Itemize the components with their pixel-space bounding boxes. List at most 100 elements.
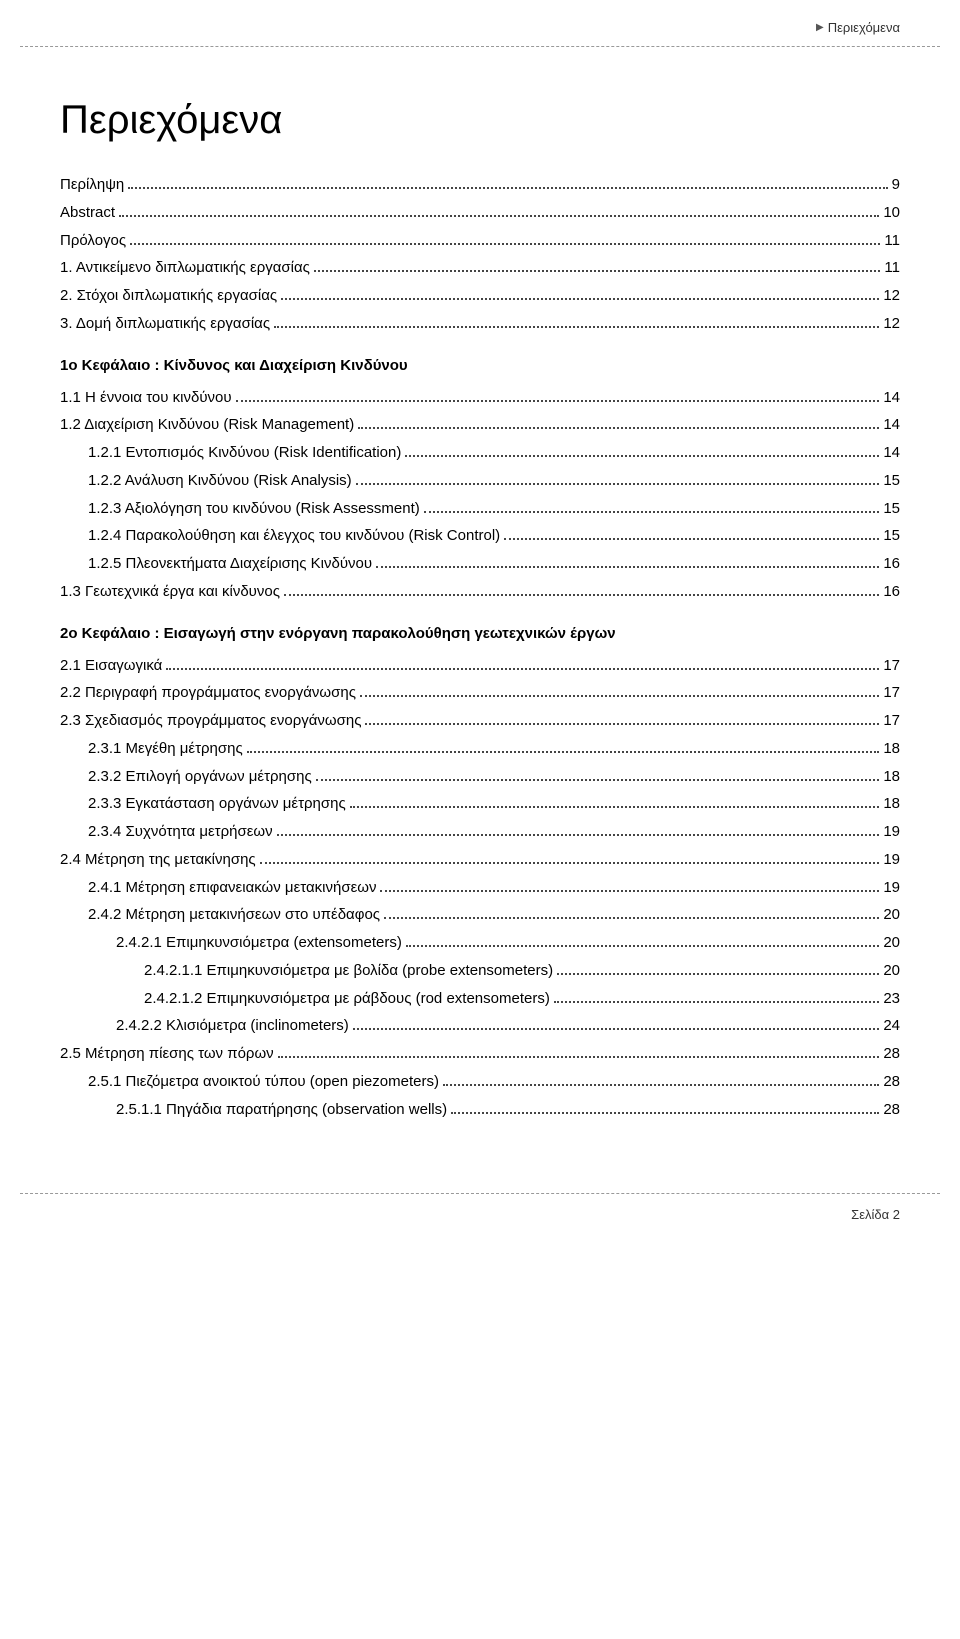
toc-entry: 2.4.1 Μέτρηση επιφανειακών μετακινήσεων 1…	[60, 874, 900, 902]
toc-entry-page: 28	[883, 1040, 900, 1068]
page-title: Περιεχόμενα	[60, 98, 900, 143]
toc-leader-dots	[130, 243, 880, 245]
chevron-right-icon: ▶	[816, 22, 824, 33]
toc-entry-label: 2.3 Σχεδιασμός προγράμματος ενοργάνωσης	[60, 707, 361, 735]
toc-entry-page: 15	[883, 495, 900, 523]
footer-page-number: Σελίδα 2	[851, 1207, 900, 1222]
toc-leader-dots	[314, 270, 881, 272]
toc-entry: 2.1 Εισαγωγικά17	[60, 652, 900, 680]
toc-entry-page: 11	[884, 227, 900, 255]
toc-entry-page: 18	[883, 790, 900, 818]
toc-entry: 1. Αντικείμενο διπλωματικής εργασίας 11	[60, 254, 900, 282]
toc-entry-page: 15	[883, 522, 900, 550]
toc-entry-label: 2.5.1 Πιεζόμετρα ανοικτού τύπου (open pi…	[88, 1068, 439, 1096]
toc-entry: 1.1 Η έννοια του κινδύνου14	[60, 384, 900, 412]
toc-leader-dots	[451, 1112, 879, 1114]
header-label: Περιεχόμενα	[828, 20, 900, 35]
toc-leader-dots	[356, 483, 880, 485]
toc-entry-page: 20	[883, 957, 900, 985]
toc-leader-dots	[128, 187, 887, 189]
toc-entry: 2.5.1 Πιεζόμετρα ανοικτού τύπου (open pi…	[60, 1068, 900, 1096]
page-header: ▶ Περιεχόμενα	[60, 20, 900, 70]
toc-leader-dots	[405, 455, 879, 457]
toc-entry-page: 19	[883, 874, 900, 902]
toc-entry-page: 14	[883, 411, 900, 439]
toc-entry: Abstract 10	[60, 199, 900, 227]
toc-entry: 2.4.2.1.2 Επιμηκυνσιόμετρα με ράβδους (r…	[60, 985, 900, 1013]
toc-entry-label: 1.2.2 Ανάλυση Κινδύνου (Risk Analysis)	[88, 467, 352, 495]
toc-leader-dots	[504, 538, 879, 540]
toc-entry: 1.2.5 Πλεονεκτήματα Διαχείρισης Κινδύνου…	[60, 550, 900, 578]
toc-leader-dots	[557, 973, 879, 975]
toc-entry-page: 28	[883, 1096, 900, 1124]
toc-entry: 2.4.2.1.1 Επιμηκυνσιόμετρα με βολίδα (pr…	[60, 957, 900, 985]
toc-entry-page: 19	[883, 846, 900, 874]
toc-leader-dots	[277, 834, 880, 836]
toc-entry-label: 2.4.2.2 Κλισιόμετρα (inclinometers)	[116, 1012, 349, 1040]
toc-leader-dots	[278, 1056, 880, 1058]
toc-entry: 2.4.2 Μέτρηση μετακινήσεων στο υπέδαφος2…	[60, 901, 900, 929]
toc-entry-label: 2. Στόχοι διπλωματικής εργασίας	[60, 282, 277, 310]
toc-entry: 1.2 Διαχείριση Κινδύνου (Risk Management…	[60, 411, 900, 439]
toc-entry-page: 17	[883, 679, 900, 707]
toc-entry-page: 20	[883, 929, 900, 957]
toc-entry: Περίληψη9	[60, 171, 900, 199]
toc-leader-dots	[281, 298, 879, 300]
page-footer: Σελίδα 2	[60, 1193, 900, 1233]
toc-entry-label: 2.5 Μέτρηση πίεσης των πόρων	[60, 1040, 274, 1068]
toc-entry-label: 1.2.4 Παρακολούθηση και έλεγχος του κινδ…	[88, 522, 500, 550]
toc-entry-label: 2.2 Περιγραφή προγράμματος ενοργάνωσης	[60, 679, 356, 707]
toc-entry: 1.2.4 Παρακολούθηση και έλεγχος του κινδ…	[60, 522, 900, 550]
toc-entry-label: 2.5.1.1 Πηγάδια παρατήρησης (observation…	[116, 1096, 447, 1124]
toc-entry-label: Abstract	[60, 199, 115, 227]
toc-leader-dots	[443, 1084, 879, 1086]
toc-leader-dots	[350, 806, 880, 808]
toc-entry-label: 2.4.2.1.1 Επιμηκυνσιόμετρα με βολίδα (pr…	[144, 957, 553, 985]
toc-entry-page: 19	[883, 818, 900, 846]
toc-entry-page: 14	[883, 439, 900, 467]
toc-entry-label: 2.3.1 Μεγέθη μέτρησης	[88, 735, 243, 763]
toc-entry: 3. Δομή διπλωματικής εργασίας12	[60, 310, 900, 338]
toc-entry-label: 2.4.2.1.2 Επιμηκυνσιόμετρα με ράβδους (r…	[144, 985, 550, 1013]
toc-entry: 2.5.1.1 Πηγάδια παρατήρησης (observation…	[60, 1096, 900, 1124]
table-of-contents: Περίληψη9Abstract10Πρόλογος111. Αντικείμ…	[60, 171, 900, 1123]
toc-entry: 2.2 Περιγραφή προγράμματος ενοργάνωσης 17	[60, 679, 900, 707]
toc-leader-dots	[274, 326, 879, 328]
toc-section-heading: 2ο Κεφάλαιο : Εισαγωγή στην ενόργανη παρ…	[60, 622, 900, 646]
toc-entry-label: 2.4 Μέτρηση της μετακίνησης	[60, 846, 256, 874]
footer-divider	[20, 1193, 940, 1194]
toc-leader-dots	[365, 723, 879, 725]
header-breadcrumb: ▶ Περιεχόμενα	[816, 20, 900, 35]
toc-entry-page: 16	[883, 578, 900, 606]
header-divider	[20, 46, 940, 47]
toc-entry-page: 10	[883, 199, 900, 227]
toc-entry: 2.3.1 Μεγέθη μέτρησης18	[60, 735, 900, 763]
toc-leader-dots	[384, 917, 879, 919]
toc-entry-page: 11	[884, 254, 900, 282]
toc-section-heading: 1ο Κεφάλαιο : Κίνδυνος και Διαχείριση Κι…	[60, 354, 900, 378]
toc-leader-dots	[119, 215, 879, 217]
toc-entry-label: 1.3 Γεωτεχνικά έργα και κίνδυνος	[60, 578, 280, 606]
toc-leader-dots	[236, 400, 880, 402]
toc-entry-label: 2.4.2.1 Επιμηκυνσιόμετρα (extensometers)	[116, 929, 402, 957]
toc-leader-dots	[424, 511, 880, 513]
toc-entry-page: 12	[883, 310, 900, 338]
toc-entry-label: 2.3.3 Εγκατάσταση οργάνων μέτρησης	[88, 790, 346, 818]
toc-entry: 1.3 Γεωτεχνικά έργα και κίνδυνος 16	[60, 578, 900, 606]
toc-entry-label: 1.2.3 Αξιολόγηση του κινδύνου (Risk Asse…	[88, 495, 420, 523]
toc-entry-label: 1.1 Η έννοια του κινδύνου	[60, 384, 232, 412]
toc-entry-page: 12	[883, 282, 900, 310]
toc-entry-label: 2.4.2 Μέτρηση μετακινήσεων στο υπέδαφος	[88, 901, 380, 929]
toc-entry: 2.3.4 Συχνότητα μετρήσεων19	[60, 818, 900, 846]
toc-leader-dots	[554, 1001, 879, 1003]
toc-entry-label: 1. Αντικείμενο διπλωματικής εργασίας	[60, 254, 310, 282]
toc-entry-page: 24	[883, 1012, 900, 1040]
toc-entry: 1.2.3 Αξιολόγηση του κινδύνου (Risk Asse…	[60, 495, 900, 523]
toc-leader-dots	[376, 566, 879, 568]
toc-entry-label: 2.4.1 Μέτρηση επιφανειακών μετακινήσεων	[88, 874, 376, 902]
toc-entry-label: Περίληψη	[60, 171, 124, 199]
toc-leader-dots	[260, 862, 880, 864]
toc-entry-page: 18	[883, 763, 900, 791]
toc-entry: 2.3.2 Επιλογή οργάνων μέτρησης 18	[60, 763, 900, 791]
toc-entry-label: 2.3.2 Επιλογή οργάνων μέτρησης	[88, 763, 312, 791]
